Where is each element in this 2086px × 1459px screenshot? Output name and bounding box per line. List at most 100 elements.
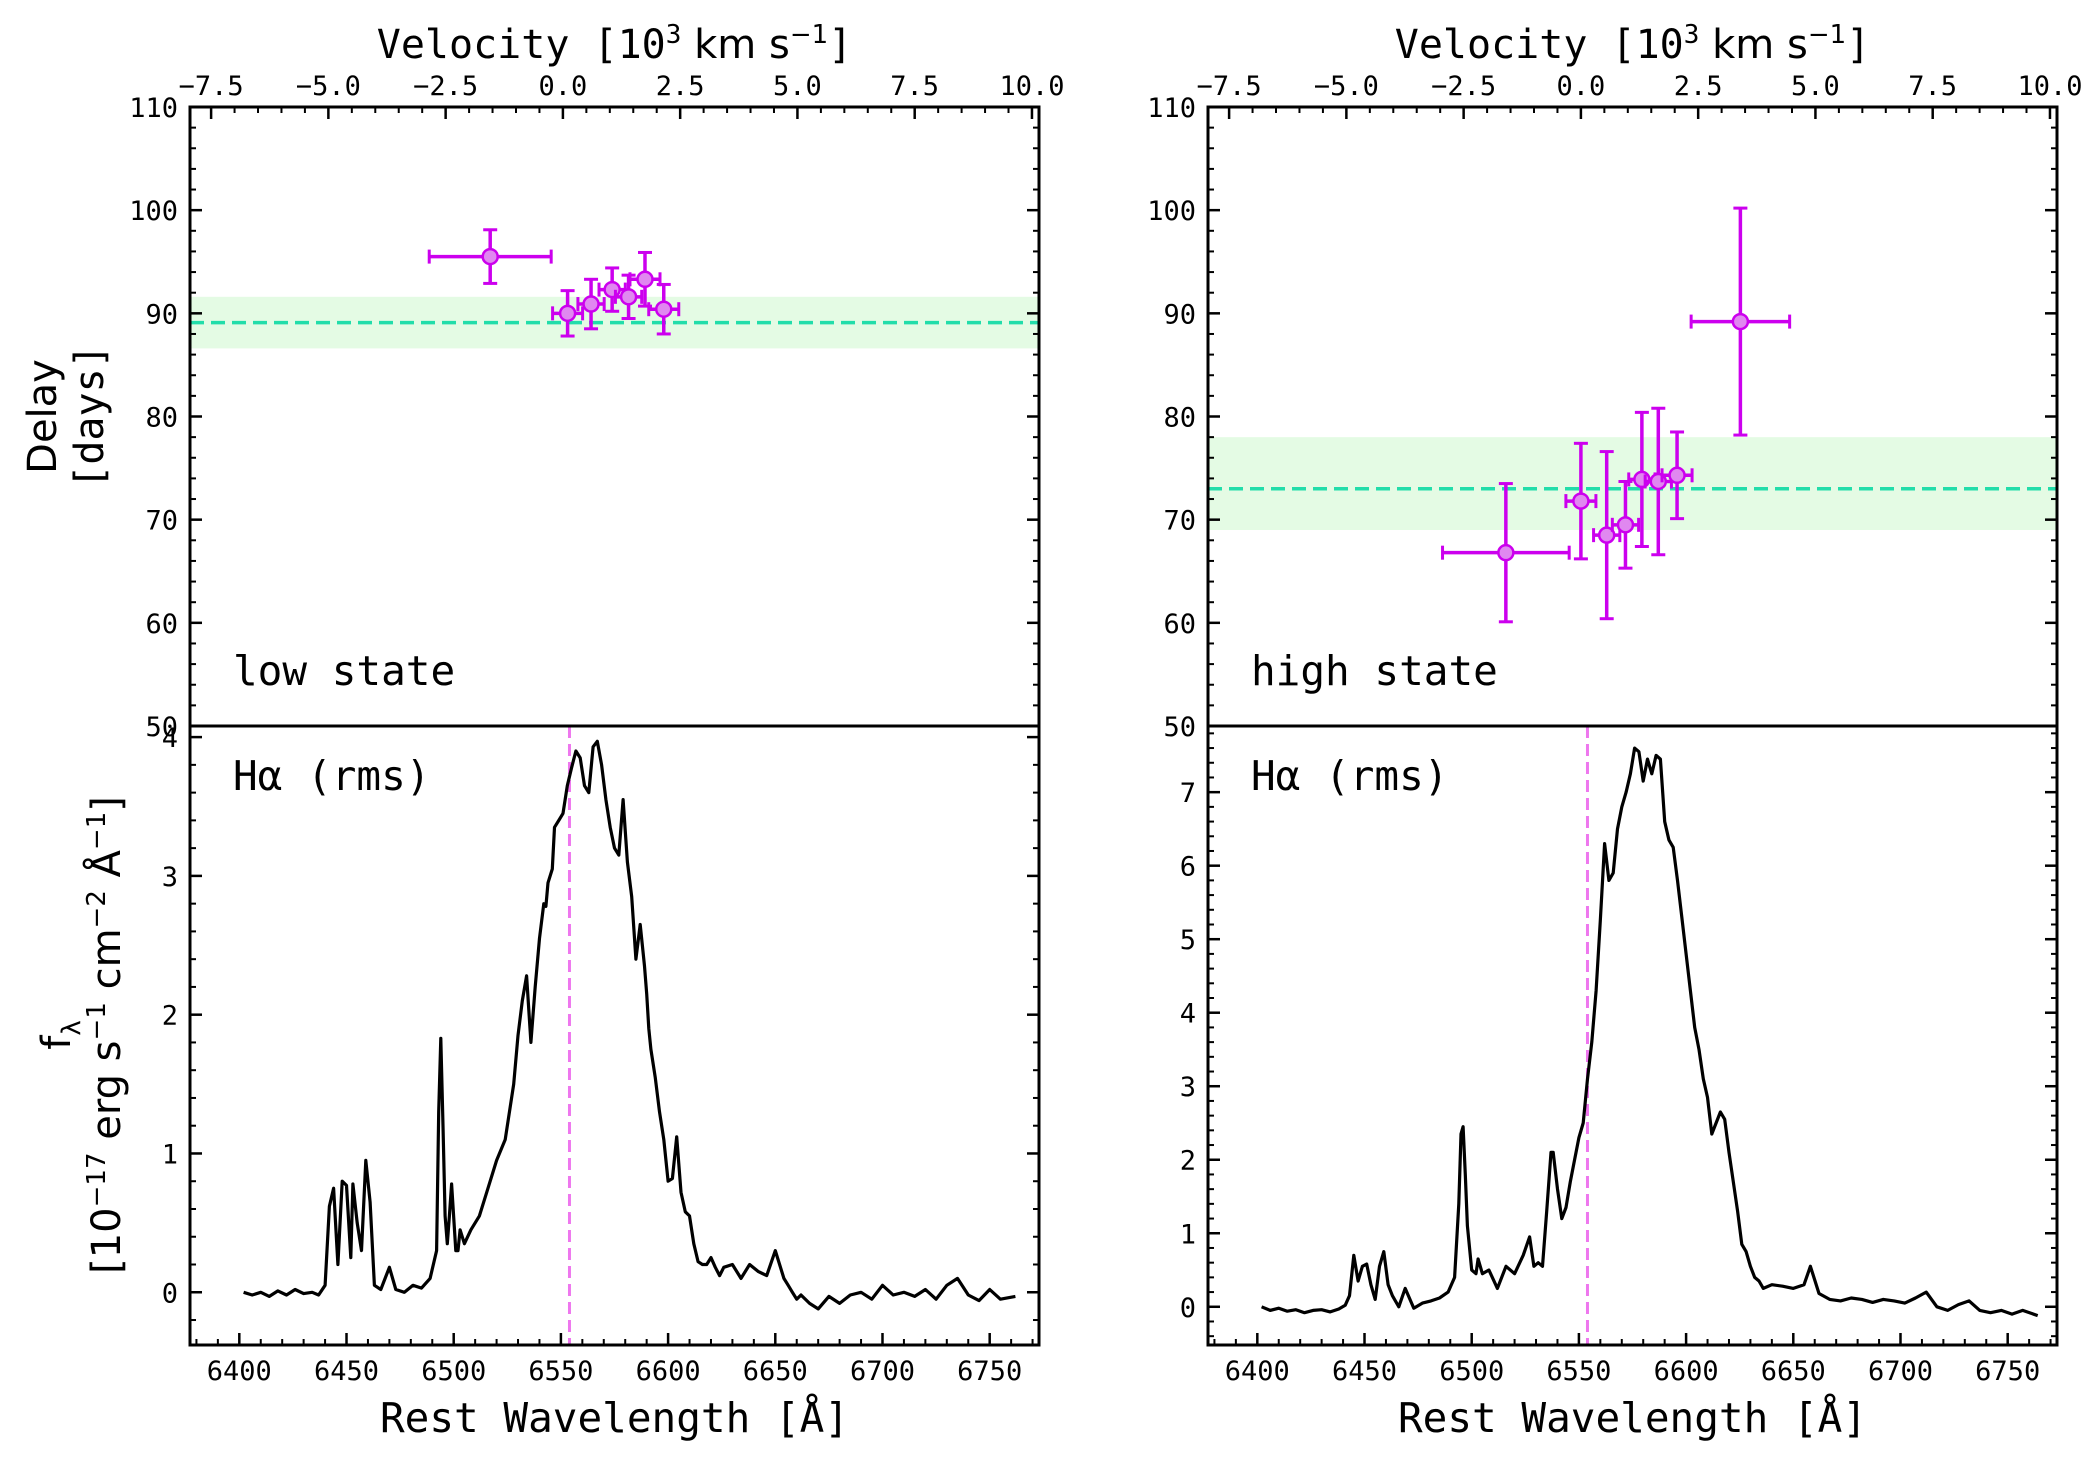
- top-xtick-label: −7.5: [1197, 71, 1262, 102]
- top-xtick-label: 7.5: [890, 71, 939, 102]
- annotation-low-state: low state: [233, 647, 455, 695]
- xtick-label: 6500: [421, 1356, 486, 1387]
- point-marker: [603, 280, 621, 299]
- ytick-label: 80: [145, 403, 178, 434]
- point-marker: [558, 304, 577, 323]
- top-xtick-label: −5.0: [296, 71, 361, 102]
- spectrum-line-high: [1260, 746, 2039, 1318]
- axes-high-spectrum: 0 1 2 3 4 5 6 7 6400 6450 6500 6550 6600 6650 6700 6750: [1180, 724, 2059, 1387]
- point-marker: [1731, 312, 1750, 331]
- axes-frame: [1206, 724, 2059, 1347]
- data-point: [551, 289, 585, 338]
- band-high: [1208, 437, 2057, 530]
- ytick-label: 100: [1147, 196, 1196, 227]
- xtick-label: 6450: [314, 1356, 379, 1387]
- point-marker: [1597, 526, 1616, 544]
- xtick-label: 6400: [1225, 1356, 1290, 1387]
- point-marker: [1572, 492, 1590, 510]
- ytick-label: 110: [129, 93, 178, 124]
- xtick-label: 6550: [1546, 1356, 1611, 1387]
- xtick-label: 6750: [957, 1356, 1022, 1387]
- ytick-label: 3: [162, 862, 178, 893]
- top-xtick-label: −7.5: [179, 71, 244, 102]
- top-xtick-label: 10.0: [999, 71, 1064, 102]
- point-marker: [655, 300, 673, 318]
- ytick-label: 50: [1163, 712, 1196, 743]
- ytick-label: 110: [1147, 93, 1196, 124]
- data-point: [1441, 482, 1571, 624]
- ytick-label: 5: [1180, 925, 1196, 956]
- axes-low-delay: 50 60 70 80 90 100 110−7.5 −5.0 −2.5 0.0 2.5 5.0 7.5…: [129, 71, 1064, 743]
- panel-low-spectrum: 0 1 2 3 4 6400 6450 6500 6550 6600 6650 6700 6750 Hα…: [34, 723, 1041, 1442]
- spectrum-line-low: [243, 739, 1016, 1311]
- top-xtick-label: 0.0: [1557, 71, 1606, 102]
- data-point: [1660, 430, 1694, 521]
- top-xtick-label: −2.5: [1431, 71, 1496, 102]
- ytick-label: 70: [145, 506, 178, 537]
- ytick-label: 70: [1163, 506, 1196, 537]
- data-point: [1564, 441, 1598, 561]
- xtick-label: 6700: [1868, 1356, 1933, 1387]
- ytick-label: 0: [1180, 1293, 1196, 1324]
- ytick-label: 60: [145, 609, 178, 640]
- panel-low-delay: 50 60 70 80 90 100 110−7.5 −5.0 −2.5 0.0 2.5 5.0 7.5…: [20, 20, 1064, 743]
- top-xtick-label: 10.0: [2017, 71, 2082, 102]
- point-marker: [481, 247, 499, 266]
- axes-frame: [188, 105, 1041, 728]
- top-xtick-label: 0.0: [539, 71, 588, 102]
- ytick-label: 1: [162, 1139, 178, 1170]
- top-xlabel-right: Velocity [103 km s−1]: [1395, 20, 1870, 68]
- ytick-label: 80: [1163, 403, 1196, 434]
- data-point: [1643, 406, 1673, 557]
- xtick-label: 6400: [207, 1356, 272, 1387]
- top-xtick-label: −2.5: [413, 71, 478, 102]
- top-xlabel-left: Velocity [103 km s−1]: [377, 20, 852, 68]
- flux-ylabel: fλ [10−17 erg s−1 cm−2 Å−1]: [34, 796, 130, 1274]
- xtick-label: 6650: [1761, 1356, 1826, 1387]
- top-xtick-label: −5.0: [1314, 71, 1379, 102]
- ytick-label: 60: [1163, 609, 1196, 640]
- top-xtick-label: 5.0: [773, 71, 822, 102]
- ytick-label: 2: [162, 1001, 178, 1032]
- point-marker: [1668, 466, 1686, 485]
- point-marker: [1497, 543, 1515, 562]
- data-point: [613, 273, 644, 320]
- xtick-label: 6700: [850, 1356, 915, 1387]
- annotation-halpha-high: Hα (rms): [1251, 752, 1448, 800]
- point-marker: [636, 270, 654, 289]
- ytick-label: 4: [1180, 999, 1196, 1030]
- flux-ylabel-line2: [10−17 erg s−1 cm−2 Å−1]: [82, 796, 130, 1274]
- xlabel-right: Rest Wavelength [Å]: [1398, 1394, 1867, 1442]
- xtick-label: 6750: [1975, 1356, 2040, 1387]
- top-xtick-label: 2.5: [656, 71, 705, 102]
- panel-high-delay: 50 60 70 80 90 100 110−7.5 −5.0 −2.5 0.0 2.5 5.0 7.5…: [1147, 20, 2082, 743]
- ytick-label: 1: [1180, 1219, 1196, 1250]
- data-point: [1627, 410, 1657, 548]
- top-xtick-label: 2.5: [1674, 71, 1723, 102]
- delay-ylabel-line1: Delay: [20, 359, 66, 474]
- ytick-label: 2: [1180, 1146, 1196, 1177]
- points-high: [1441, 206, 1792, 624]
- data-point: [576, 277, 606, 331]
- ytick-label: 100: [129, 196, 178, 227]
- ytick-label: 7: [1180, 778, 1196, 809]
- point-marker: [582, 295, 600, 313]
- delay-ylabel-line2: [days]: [67, 344, 113, 489]
- ytick-label: 4: [162, 723, 178, 754]
- point-marker: [1633, 470, 1651, 489]
- data-point: [647, 282, 681, 336]
- data-point: [427, 228, 553, 285]
- axes-frame: [188, 724, 1041, 1347]
- panel-high-spectrum: 0 1 2 3 4 5 6 7 6400 6450 6500 6550 6600 6650 6700 6750…: [1180, 724, 2059, 1442]
- point-marker: [1616, 516, 1635, 534]
- top-xtick-label: 7.5: [1908, 71, 1957, 102]
- top-xtick-label: 5.0: [1791, 71, 1840, 102]
- axes-frame: [1206, 105, 2059, 728]
- delay-ylabel: Delay [days]: [20, 344, 113, 489]
- xtick-label: 6500: [1439, 1356, 1504, 1387]
- ytick-label: 90: [1163, 299, 1196, 330]
- ytick-label: 90: [145, 299, 178, 330]
- xlabel-left: Rest Wavelength [Å]: [380, 1394, 849, 1442]
- ytick-label: 0: [162, 1278, 178, 1309]
- xtick-label: 6600: [1654, 1356, 1719, 1387]
